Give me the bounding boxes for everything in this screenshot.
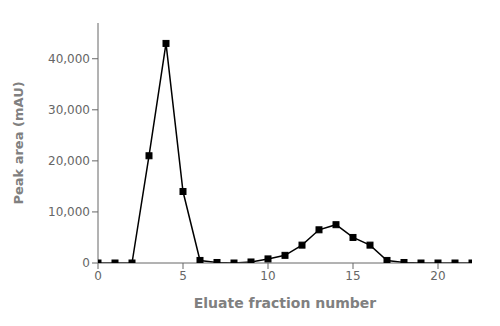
svg-text:30,000: 30,000 <box>48 103 90 117</box>
svg-text:0: 0 <box>82 256 90 270</box>
svg-text:15: 15 <box>345 269 360 283</box>
svg-text:0: 0 <box>94 269 102 283</box>
svg-text:10,000: 10,000 <box>48 205 90 219</box>
svg-text:40,000: 40,000 <box>48 52 90 66</box>
svg-text:Peak area (mAU): Peak area (mAU) <box>11 81 26 204</box>
svg-text:10: 10 <box>260 269 275 283</box>
svg-text:20,000: 20,000 <box>48 154 90 168</box>
svg-text:20: 20 <box>430 269 445 283</box>
svg-text:5: 5 <box>179 269 187 283</box>
svg-text:Eluate fraction number: Eluate fraction number <box>194 295 377 311</box>
